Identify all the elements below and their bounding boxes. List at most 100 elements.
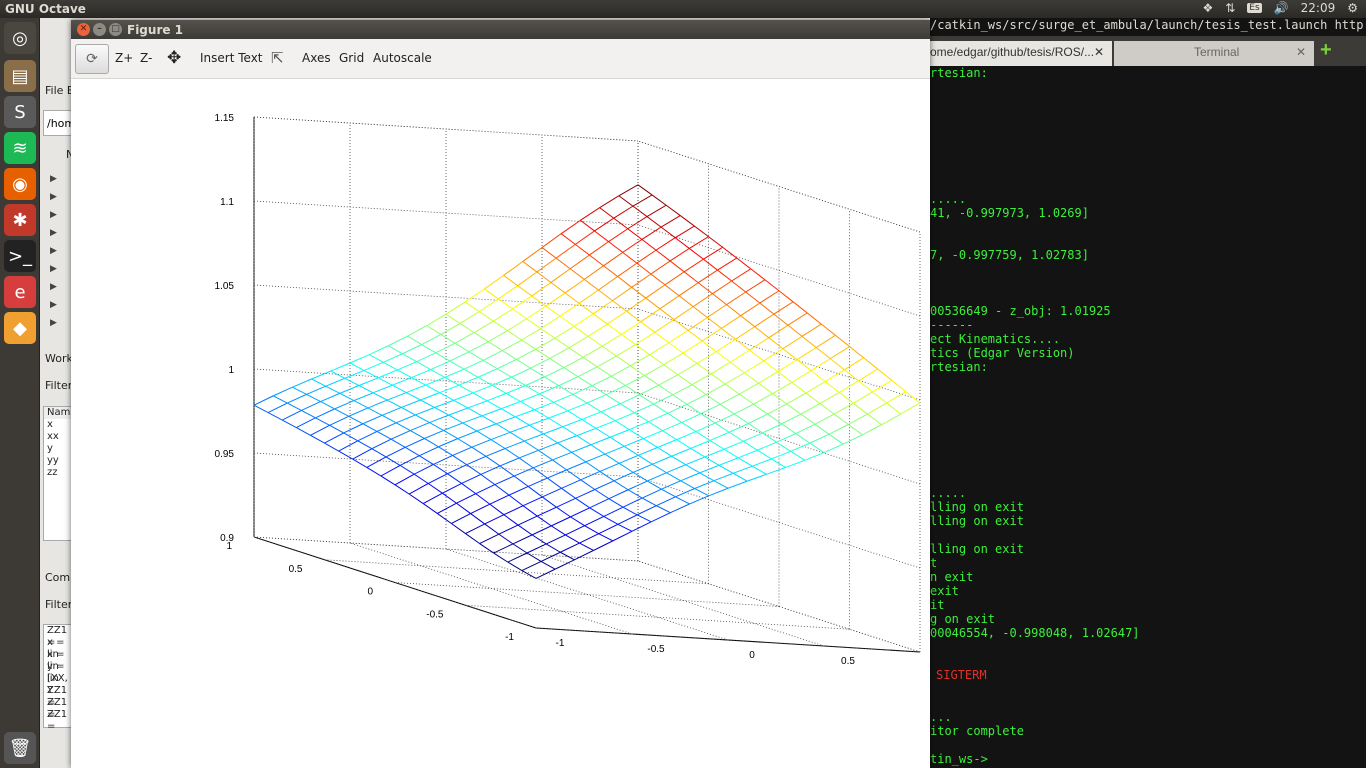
surface-edge — [559, 302, 580, 317]
dash-home-icon[interactable]: ◎ — [4, 22, 36, 54]
command-history-list[interactable]: ZZ1 = x = lin x = lin y = lin [XX, Y ZZ1… — [43, 624, 75, 732]
autoscale-button[interactable]: Autoscale — [373, 51, 432, 65]
dropbox-icon[interactable]: ❖ — [1202, 1, 1214, 15]
surface-edge — [844, 357, 864, 371]
axes-button[interactable]: Axes — [302, 51, 331, 65]
surface-edge — [722, 246, 738, 259]
workspace-var[interactable]: y — [47, 443, 53, 454]
surface-edge — [905, 391, 921, 404]
surface-edge — [556, 506, 571, 518]
volume-icon[interactable]: 🔊 — [1273, 1, 1289, 15]
zoom-out-button[interactable]: Z- — [140, 51, 153, 65]
surface-edge — [604, 445, 625, 455]
surface-edge — [690, 440, 711, 449]
surface-edge — [645, 284, 666, 299]
new-tab-icon[interactable]: + — [1320, 39, 1332, 61]
history-item[interactable]: x = lin — [47, 649, 65, 672]
surface-edge — [675, 488, 695, 498]
surface-edge — [540, 328, 556, 339]
firefox-icon[interactable]: ◉ — [4, 168, 36, 200]
surface-edge — [535, 568, 556, 579]
surface-edge — [805, 381, 826, 394]
close-tab-icon[interactable]: ✕ — [1093, 45, 1104, 59]
workspace-label: Work — [45, 352, 73, 365]
grid-line — [445, 548, 729, 641]
file-tree[interactable]: ▶ ▶ ▶ ▶ ▶ ▶ ▶ ▶ ▶ — [50, 174, 57, 328]
workspace-var[interactable]: x — [47, 419, 53, 430]
surface-edge — [534, 409, 549, 419]
minimize-window-button[interactable]: – — [93, 23, 106, 36]
spotify-icon[interactable]: ≋ — [4, 132, 36, 164]
surface-edge — [557, 442, 572, 453]
surface-edge — [718, 464, 734, 474]
surface-edge — [458, 384, 474, 394]
history-item[interactable]: ZZ1 = — [47, 625, 68, 648]
surface-edge — [830, 346, 850, 360]
surface-edge — [376, 422, 397, 432]
terminal-tab[interactable]: Terminal ✕ — [1114, 41, 1314, 66]
history-item[interactable]: x = lin — [47, 637, 65, 660]
surface-edge — [900, 402, 921, 415]
surface-edge — [287, 393, 307, 404]
surface-edge — [695, 422, 716, 432]
select-pointer-icon[interactable]: ⇱ — [271, 49, 284, 67]
pan-icon[interactable]: ✥ — [167, 48, 182, 68]
terminal-line: ect Kinematics.... — [930, 332, 1061, 346]
surface-edge — [593, 300, 613, 315]
trash-icon[interactable]: 🗑 — [4, 732, 36, 764]
close-window-button[interactable]: ✕ — [77, 23, 90, 36]
text-editor-icon[interactable]: e — [4, 276, 36, 308]
files-icon[interactable]: ▤ — [4, 60, 36, 92]
insert-text-button[interactable]: Insert Text — [200, 51, 263, 65]
z-tick-label: 1 — [228, 365, 234, 376]
settings-gear-icon[interactable]: ⚙ — [1347, 1, 1358, 15]
surface-edge — [580, 219, 595, 232]
sublime-text-icon[interactable]: S — [4, 96, 36, 128]
surface-edge — [404, 438, 425, 448]
surface-plot[interactable]: -1-0.500.51-1-0.500.510.90.9511.051.11.1… — [71, 79, 930, 768]
surface-edge — [315, 408, 335, 419]
zoom-in-button[interactable]: Z+ — [115, 51, 134, 65]
surface-edge — [839, 380, 859, 393]
workspace-var[interactable]: yy — [47, 455, 59, 466]
maximize-window-button[interactable]: □ — [109, 23, 122, 36]
surface-edge — [535, 348, 551, 359]
surface-mesh — [253, 184, 921, 579]
surface-edge — [348, 407, 369, 417]
surface-edge — [634, 412, 649, 423]
terminal-icon[interactable]: >_ — [4, 240, 36, 272]
path-field[interactable]: /hom — [43, 110, 75, 136]
workspace-table[interactable]: Nam x xx y yy zz — [43, 406, 75, 541]
history-item[interactable]: ZZ1 = — [47, 697, 68, 720]
terminal-tab-active[interactable]: ome/edgar/github/tesis/ROS/... ✕ — [930, 41, 1112, 66]
surface-edge — [636, 514, 652, 523]
history-item[interactable]: ZZ1 = — [47, 709, 68, 732]
surface-edge — [665, 204, 681, 216]
grid-button[interactable]: Grid — [339, 51, 365, 65]
surface-edge — [394, 473, 415, 486]
surface-edge — [745, 279, 766, 293]
surface-edge — [488, 330, 508, 343]
octave-icon[interactable]: ◆ — [4, 312, 36, 344]
keyboard-layout-indicator[interactable]: Es — [1247, 3, 1262, 13]
rotate-3d-button[interactable]: ⟳ — [75, 44, 109, 74]
network-icon[interactable]: ⇅ — [1225, 1, 1236, 15]
surface-edge — [338, 450, 353, 460]
surface-edge — [636, 262, 652, 275]
history-item[interactable]: y = lin — [47, 661, 65, 684]
system-settings-icon[interactable]: ✱ — [4, 204, 36, 236]
clock[interactable]: 22:09 — [1300, 1, 1336, 15]
workspace-var[interactable]: zz — [47, 467, 58, 478]
surface-edge — [563, 356, 584, 369]
surface-edge — [603, 516, 619, 525]
history-item[interactable]: ZZ1 = — [47, 685, 68, 708]
workspace-var[interactable]: xx — [47, 431, 59, 442]
close-tab-icon[interactable]: ✕ — [1295, 45, 1306, 59]
terminal-window[interactable]: /catkin_ws/src/surge_et_ambula/launch/te… — [930, 18, 1366, 768]
terminal-line: 7, -0.997759, 1.02783] — [930, 248, 1089, 262]
history-item[interactable]: [XX, Y — [47, 673, 68, 696]
surface-edge — [777, 359, 798, 373]
file-name-column[interactable]: N — [66, 148, 74, 161]
workspace-header[interactable]: Nam — [44, 407, 74, 419]
surface-edge — [795, 433, 811, 444]
